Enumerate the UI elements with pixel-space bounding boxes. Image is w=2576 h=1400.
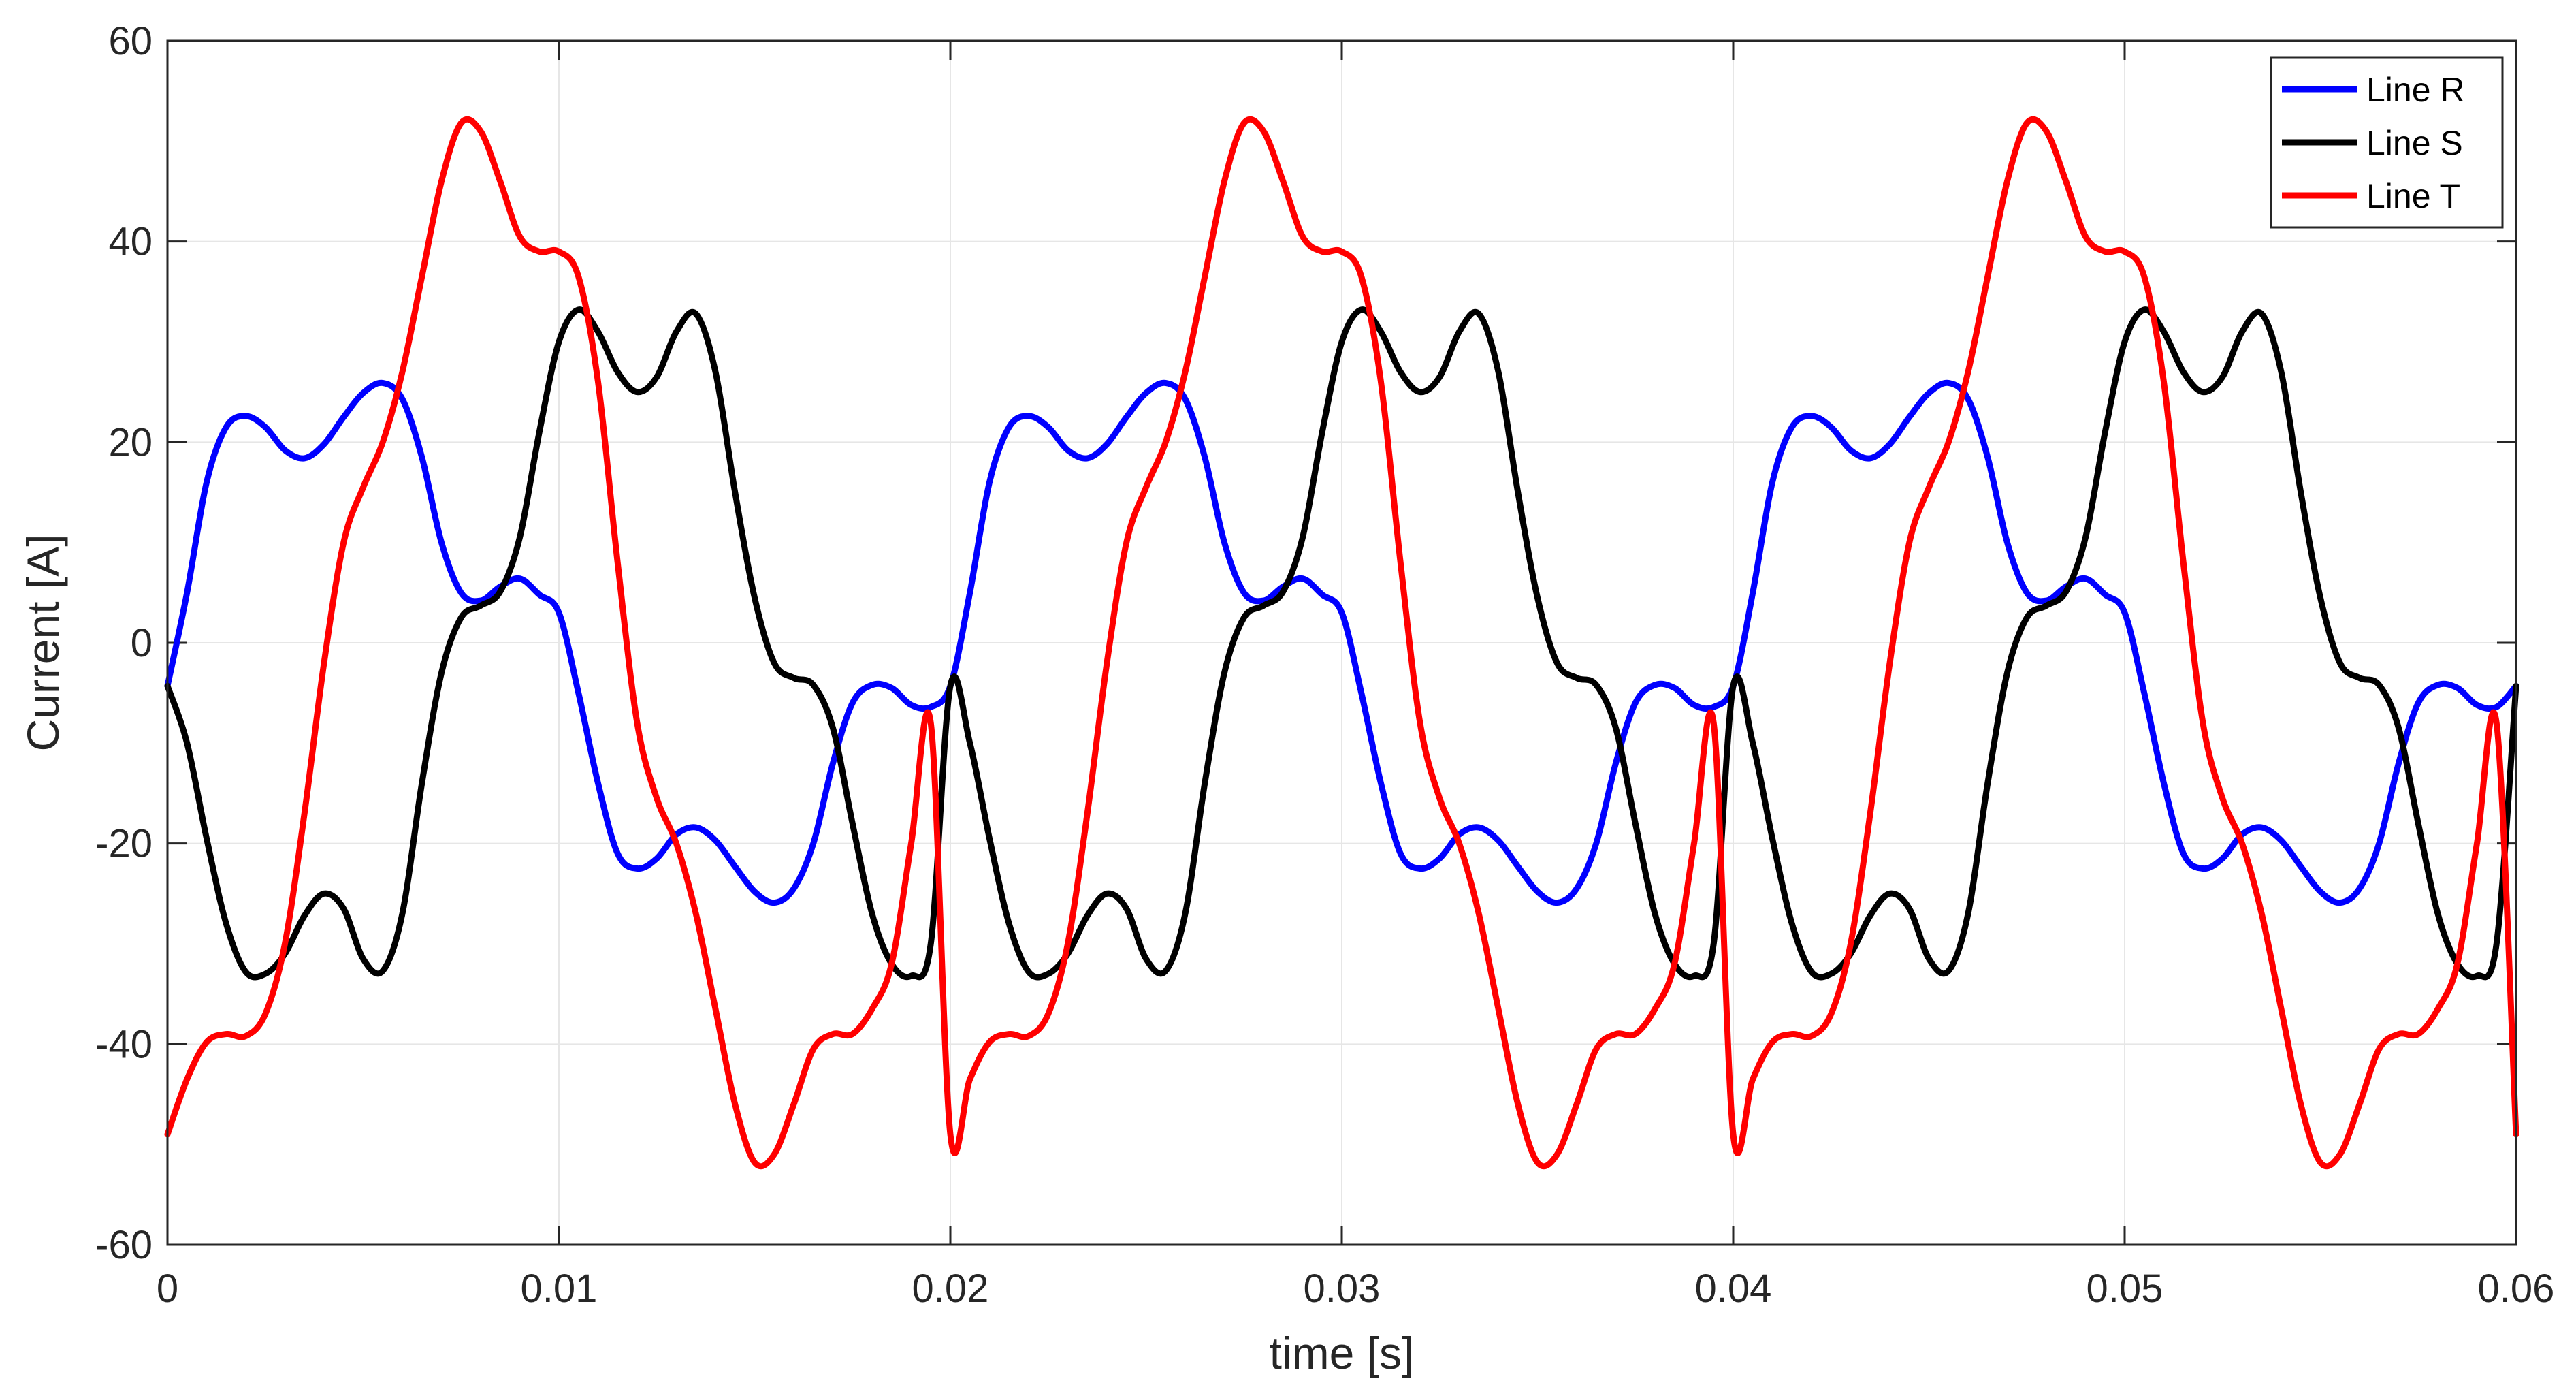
y-ticks: -60 -40 -20 0 20 40 60 — [95, 19, 2516, 1267]
y-tick-label: -20 — [95, 822, 152, 866]
x-tick-label: 0 — [157, 1267, 178, 1311]
x-tick-label: 0.05 — [2087, 1267, 2163, 1311]
y-tick-label: -40 — [95, 1022, 152, 1066]
x-tick-label: 0.01 — [521, 1267, 598, 1311]
legend: Line R Line S Line T — [2270, 56, 2504, 229]
series-line-line-r — [164, 379, 2519, 906]
x-axis-title: time [s] — [1270, 1328, 1415, 1378]
series-line-line-t — [164, 116, 2519, 1170]
grid-lines — [167, 41, 2516, 1245]
x-tick-label: 0.06 — [2478, 1267, 2555, 1311]
legend-label-line-t: Line T — [2366, 177, 2460, 215]
x-tick-label: 0.02 — [912, 1267, 989, 1311]
y-tick-label: -60 — [95, 1223, 152, 1267]
y-axis-title: Current [A] — [18, 534, 68, 751]
series-layer — [164, 116, 2519, 1170]
series-line-line-s — [164, 306, 2519, 981]
x-tick-label: 0.03 — [1304, 1267, 1381, 1311]
x-tick-label: 0.04 — [1695, 1267, 1772, 1311]
y-tick-label: 60 — [108, 19, 152, 63]
x-ticks: 0 0.01 0.02 0.03 0.04 0.05 0.06 — [157, 41, 2555, 1311]
legend-label-line-r: Line R — [2366, 71, 2465, 109]
legend-label-line-s: Line S — [2366, 124, 2463, 162]
y-tick-label: 40 — [108, 220, 152, 264]
y-tick-label: 0 — [131, 621, 152, 665]
plot-frame — [166, 39, 2517, 1246]
y-tick-label: 20 — [108, 420, 152, 464]
